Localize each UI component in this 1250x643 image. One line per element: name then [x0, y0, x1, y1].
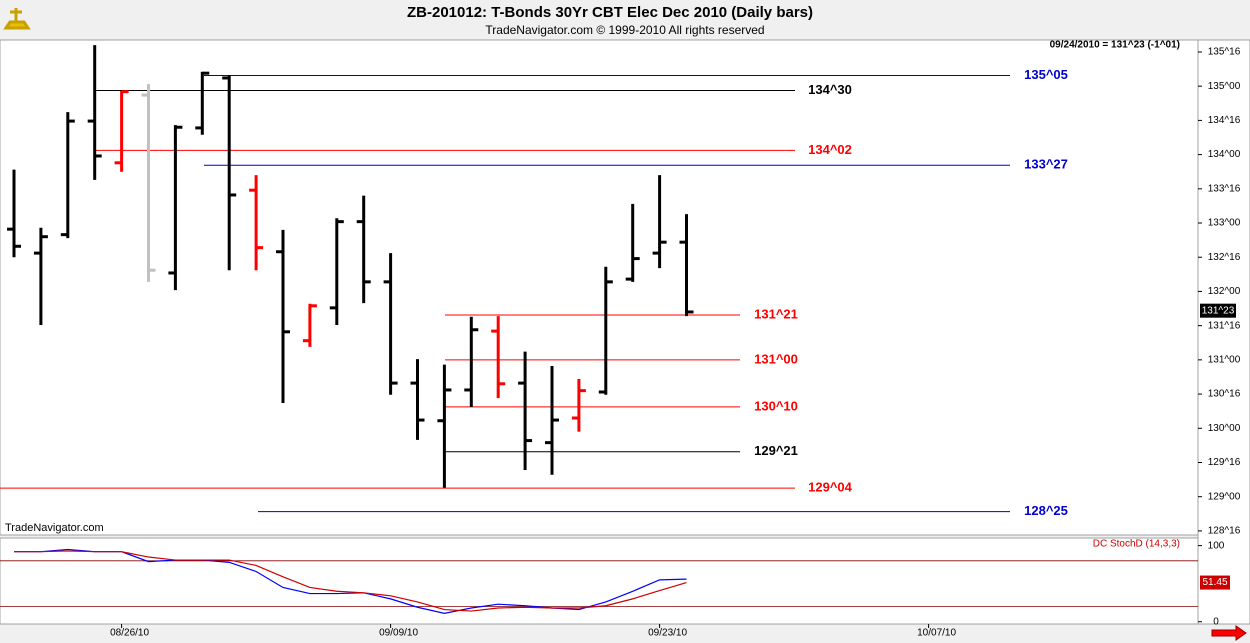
y-tick-label: 132^00: [1208, 286, 1241, 297]
stoch-panel: [0, 537, 1199, 625]
x-tick-label: 10/07/10: [917, 628, 956, 639]
stoch-line: [14, 550, 687, 612]
y-tick-label: 131^16: [1208, 320, 1241, 331]
y-tick-label: 135^16: [1208, 47, 1241, 58]
y-tick-label: 133^16: [1208, 183, 1241, 194]
level-label: 134^30: [808, 82, 852, 97]
y-tick-label: 130^00: [1208, 423, 1241, 434]
y-tick-label: 134^00: [1208, 149, 1241, 160]
y-tick-label: 128^16: [1208, 526, 1241, 537]
last-price-box: [1200, 303, 1236, 318]
level-label: 129^21: [754, 443, 798, 458]
logo: [3, 4, 31, 32]
last-value-label: 51.45: [1202, 577, 1227, 588]
level-label: 134^02: [808, 142, 852, 157]
value-axis: [1197, 39, 1250, 625]
y-tick-label: 133^00: [1208, 218, 1241, 229]
y-tick-label: 132^16: [1208, 252, 1241, 263]
scroll-arrow[interactable]: [1211, 625, 1247, 641]
level-label: 130^10: [754, 398, 798, 413]
x-tick-label: 09/09/10: [379, 628, 418, 639]
y-tick-label: 134^16: [1208, 115, 1241, 126]
last-value-box: [1200, 575, 1230, 590]
x-tick-label: 09/23/10: [648, 628, 687, 639]
x-tick-label: 08/26/10: [110, 628, 149, 639]
level-label: 128^25: [1024, 503, 1068, 518]
stoch-line: [14, 548, 687, 614]
subtitle: TradeNavigator.com © 1999-2010 All right…: [485, 23, 764, 37]
level-label: 133^27: [1024, 157, 1068, 172]
y-tick-label: 129^00: [1208, 491, 1241, 502]
y-tick-label: 100: [1208, 540, 1225, 551]
level-label: 135^05: [1024, 67, 1068, 82]
chart-title: ZB-201012: T-Bonds 30Yr CBT Elec Dec 201…: [407, 4, 813, 21]
y-tick-label: 131^00: [1208, 354, 1241, 365]
y-tick-label: 0: [1213, 616, 1219, 627]
y-tick-label: 129^16: [1208, 457, 1241, 468]
level-label: 131^21: [754, 306, 798, 321]
annotation: 09/24/2010 = 131^23 (-1^01): [1050, 40, 1180, 51]
y-tick-label: 130^16: [1208, 389, 1241, 400]
stoch-title: DC StochD (14,3,3): [1093, 539, 1180, 550]
price-panel: [0, 39, 1199, 536]
last-price-label: 131^23: [1202, 305, 1235, 316]
y-tick-label: 135^00: [1208, 81, 1241, 92]
level-label: 129^04: [808, 480, 853, 495]
watermark: TradeNavigator.com: [5, 522, 104, 534]
level-label: 131^00: [754, 351, 798, 366]
